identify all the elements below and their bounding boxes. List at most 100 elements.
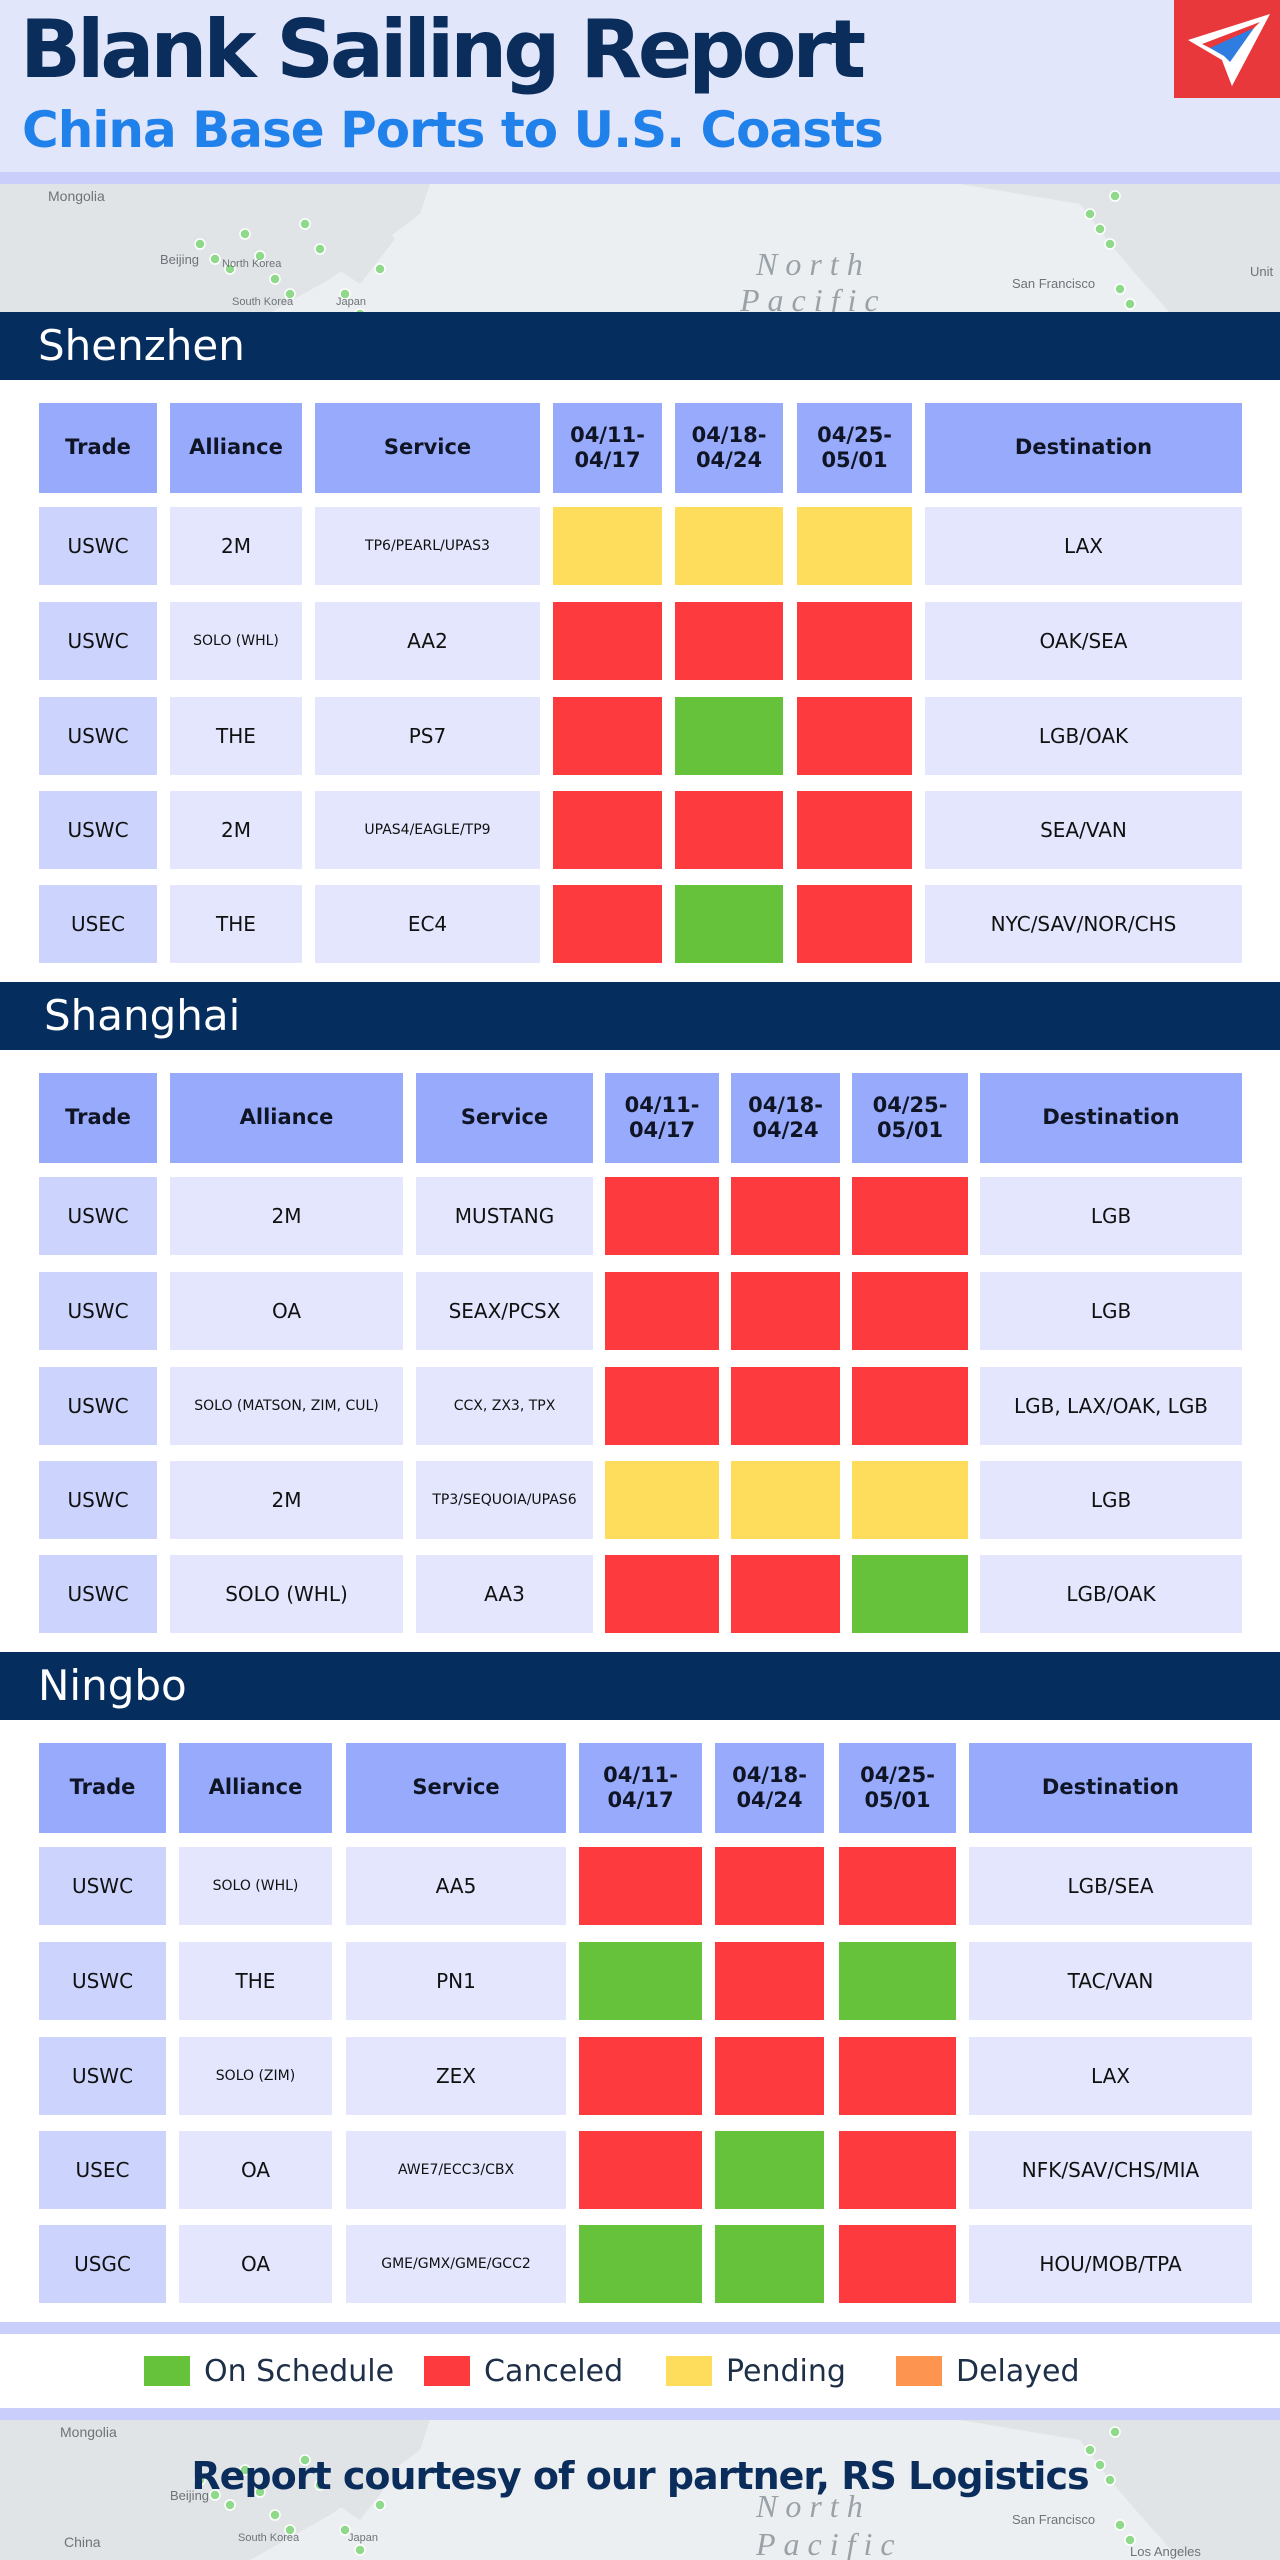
trade-cell: USWC: [39, 602, 157, 680]
port-marker: [339, 288, 351, 300]
port-marker: [1094, 2459, 1106, 2471]
trade-cell: USWC: [39, 1555, 157, 1633]
destination-cell: LAX: [925, 507, 1242, 585]
destination-cell: OAK/SEA: [925, 602, 1242, 680]
port-marker: [224, 2499, 236, 2511]
port-marker: [354, 308, 366, 312]
section-header-ningbo: Ningbo: [0, 1652, 1280, 1720]
status-cell-canceled: [852, 1272, 968, 1350]
port-marker: [269, 273, 281, 285]
port-marker: [194, 2474, 206, 2486]
destination-cell: LGB: [980, 1177, 1242, 1255]
map-banner-bottom: Mongolia Beijing China South Korea Japan San …: [0, 2420, 1280, 2560]
port-marker: [1124, 298, 1136, 310]
port-marker: [284, 2524, 296, 2536]
map-landmass: [330, 2445, 395, 2520]
trade-cell: USGC: [39, 2225, 166, 2303]
map-place-label: Japan: [348, 2532, 378, 2544]
port-marker: [1094, 223, 1106, 235]
column-header: Alliance: [170, 1073, 403, 1163]
status-cell-on-schedule: [715, 2225, 824, 2303]
map-place-label: Beijing: [170, 2488, 210, 2503]
service-cell: UPAS4/EAGLE/TP9: [315, 791, 540, 869]
status-cell-canceled: [605, 1367, 719, 1445]
status-cell-canceled: [553, 602, 662, 680]
status-cell-on-schedule: [715, 2131, 824, 2209]
map-ocean-label: North: [756, 246, 871, 282]
legend-swatch: [424, 2356, 470, 2386]
status-cell-canceled: [675, 602, 783, 680]
port-marker: [239, 2464, 251, 2476]
column-header: Destination: [925, 403, 1242, 493]
status-cell-pending: [731, 1461, 840, 1539]
map-place-label: South Korea: [238, 2532, 300, 2544]
column-header: 04/18- 04/24: [675, 403, 783, 493]
trade-cell: USWC: [39, 2037, 166, 2115]
port-marker: [239, 228, 251, 240]
service-cell: TP3/SEQUOIA/UPAS6: [416, 1461, 593, 1539]
column-header: Service: [416, 1073, 593, 1163]
port-marker: [339, 2524, 351, 2536]
port-marker: [269, 2509, 281, 2521]
schedule-table-ningbo: Trade Alliance Service 04/11- 04/17 04/18- 0…: [0, 1720, 1280, 2322]
column-header: 04/18- 04/24: [715, 1743, 824, 1833]
page-subtitle: China Base Ports to U.S. Coasts: [22, 101, 884, 159]
alliance-cell: THE: [179, 1942, 332, 2020]
destination-cell: LGB: [980, 1461, 1242, 1539]
status-cell-canceled: [839, 1847, 956, 1925]
column-header: Service: [315, 403, 540, 493]
status-cell-canceled: [731, 1177, 840, 1255]
footer-credit: Report courtesy of our partner, RS Logis…: [191, 2454, 1089, 2498]
status-cell-canceled: [715, 1847, 824, 1925]
column-header: Alliance: [179, 1743, 332, 1833]
legend-label: Pending: [726, 2353, 846, 2389]
port-marker: [1124, 2534, 1136, 2546]
status-cell-canceled: [852, 1177, 968, 1255]
alliance-cell: THE: [170, 885, 302, 963]
paper-plane-icon: [1188, 14, 1270, 86]
column-header: 04/25- 05/01: [797, 403, 912, 493]
port-marker: [224, 263, 236, 275]
status-cell-canceled: [797, 791, 912, 869]
column-header: Alliance: [170, 403, 302, 493]
status-cell-on-schedule: [579, 2225, 702, 2303]
header: Blank Sailing Report China Base Ports to…: [0, 0, 1280, 172]
legend-item-canceled: Canceled: [424, 2354, 623, 2389]
map-landmass: [330, 209, 395, 284]
column-header: Destination: [980, 1073, 1242, 1163]
section-title: Ningbo: [38, 1661, 187, 1710]
port-marker: [1114, 2519, 1126, 2531]
map-place-label: South Korea: [232, 296, 294, 308]
service-cell: CCX, ZX3, TPX: [416, 1367, 593, 1445]
service-cell: AA3: [416, 1555, 593, 1633]
map-ocean-label: Pacific: [740, 282, 887, 312]
port-marker: [1109, 2426, 1121, 2438]
status-cell-on-schedule: [839, 1942, 956, 2020]
status-cell-canceled: [839, 2037, 956, 2115]
alliance-cell: THE: [170, 697, 302, 775]
map-landmass: [0, 184, 430, 312]
port-marker: [254, 2486, 266, 2498]
port-marker: [299, 218, 311, 230]
schedule-table-shenzhen: Trade Alliance Service 04/11- 04/17 04/18- 0…: [0, 380, 1280, 982]
service-cell: TP6/PEARL/UPAS3: [315, 507, 540, 585]
status-cell-canceled: [839, 2225, 956, 2303]
service-cell: SEAX/PCSX: [416, 1272, 593, 1350]
status-cell-on-schedule: [852, 1555, 968, 1633]
schedule-table-shanghai: Trade Alliance Service 04/11- 04/17 04/18- 0…: [0, 1050, 1280, 1652]
status-cell-canceled: [605, 1555, 719, 1633]
port-marker: [194, 238, 206, 250]
service-cell: MUSTANG: [416, 1177, 593, 1255]
legend-swatch: [666, 2356, 712, 2386]
column-header: 04/11- 04/17: [605, 1073, 719, 1163]
legend-label: On Schedule: [204, 2353, 395, 2389]
status-cell-canceled: [731, 1555, 840, 1633]
trade-cell: USWC: [39, 1847, 166, 1925]
column-header: 04/11- 04/17: [553, 403, 662, 493]
alliance-cell: SOLO (WHL): [170, 602, 302, 680]
status-cell-canceled: [553, 697, 662, 775]
status-cell-canceled: [579, 1847, 702, 1925]
trade-cell: USWC: [39, 1177, 157, 1255]
status-cell-on-schedule: [675, 885, 783, 963]
status-cell-pending: [605, 1461, 719, 1539]
